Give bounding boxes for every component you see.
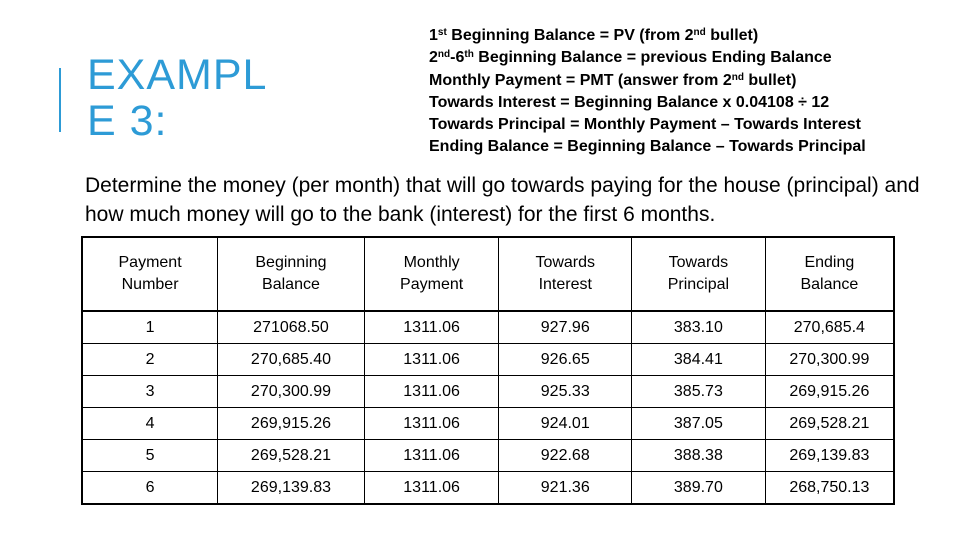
cell-towards-principal: 385.73 [631,375,766,408]
cell-payment-number: 3 [81,375,219,408]
note-line-3: Monthly Payment = PMT (answer from 2nd b… [429,71,797,89]
table-row: 5 269,528.21 1311.06 922.68 388.38 269,1… [81,439,895,472]
note-line-1: 1st Beginning Balance = PV (from 2nd bul… [429,27,759,44]
cell-ending-balance: 269,139.83 [764,439,895,472]
note-line-4: Towards Interest = Beginning Balance x 0… [429,93,830,111]
cell-monthly-payment: 1311.06 [363,407,500,440]
cell-towards-interest: 927.96 [498,310,633,344]
cell-monthly-payment: 1311.06 [363,310,500,344]
title-accent-bar [59,68,61,132]
table-row: 3 270,300.99 1311.06 925.33 385.73 269,9… [81,375,895,408]
amortization-table: Payment Number Beginning Balance Monthly Pa… [81,236,895,505]
header-towards-interest: Towards Interest [498,236,633,312]
cell-monthly-payment: 1311.06 [363,343,500,376]
formula-notes: 1st Beginning Balance = PV (from 2nd bul… [429,25,949,159]
cell-towards-principal: 383.10 [631,310,766,344]
cell-payment-number: 6 [81,471,219,505]
slide-title-line1: EXAMPL [87,51,268,99]
table-row: 2 270,685.40 1311.06 926.65 384.41 270,3… [81,343,895,376]
cell-payment-number: 1 [81,310,219,344]
header-ending-balance: Ending Balance [764,236,895,312]
header-towards-principal: Towards Principal [631,236,766,312]
cell-ending-balance: 269,528.21 [764,407,895,440]
header-beginning-balance: Beginning Balance [217,236,365,312]
header-monthly-payment: Monthly Payment [363,236,500,312]
cell-ending-balance: 268,750.13 [764,471,895,505]
cell-monthly-payment: 1311.06 [363,471,500,505]
cell-towards-interest: 922.68 [498,439,633,472]
cell-towards-principal: 384.41 [631,343,766,376]
cell-payment-number: 5 [81,439,219,472]
cell-ending-balance: 270,300.99 [764,343,895,376]
table-row: 1 271068.50 1311.06 927.96 383.10 270,68… [81,310,895,344]
table-row: 4 269,915.26 1311.06 924.01 387.05 269,5… [81,407,895,440]
table-row: 6 269,139.83 1311.06 921.36 389.70 268,7… [81,471,895,505]
cell-payment-number: 4 [81,407,219,440]
cell-towards-interest: 926.65 [498,343,633,376]
slide-title: EXAMPL E 3: [87,52,387,144]
cell-monthly-payment: 1311.06 [363,439,500,472]
cell-towards-interest: 924.01 [498,407,633,440]
cell-ending-balance: 270,685.4 [764,310,895,344]
cell-towards-principal: 388.38 [631,439,766,472]
note-line-6: Ending Balance = Beginning Balance – Tow… [429,138,866,156]
cell-payment-number: 2 [81,343,219,376]
cell-beginning-balance: 270,685.40 [217,343,365,376]
cell-beginning-balance: 271068.50 [217,310,365,344]
header-payment-number: Payment Number [81,236,219,312]
note-line-5: Towards Principal = Monthly Payment – To… [429,116,861,134]
cell-beginning-balance: 270,300.99 [217,375,365,408]
cell-monthly-payment: 1311.06 [363,375,500,408]
cell-towards-interest: 921.36 [498,471,633,505]
cell-towards-interest: 925.33 [498,375,633,408]
table-header-row: Payment Number Beginning Balance Monthly Pa… [81,236,895,312]
cell-beginning-balance: 269,528.21 [217,439,365,472]
cell-beginning-balance: 269,915.26 [217,407,365,440]
cell-beginning-balance: 269,139.83 [217,471,365,505]
note-line-2: 2nd-6th Beginning Balance = previous End… [429,49,832,67]
cell-towards-principal: 387.05 [631,407,766,440]
cell-ending-balance: 269,915.26 [764,375,895,408]
cell-towards-principal: 389.70 [631,471,766,505]
problem-prompt: Determine the money (per month) that wil… [85,174,920,226]
slide-title-line2: E 3: [87,97,168,145]
